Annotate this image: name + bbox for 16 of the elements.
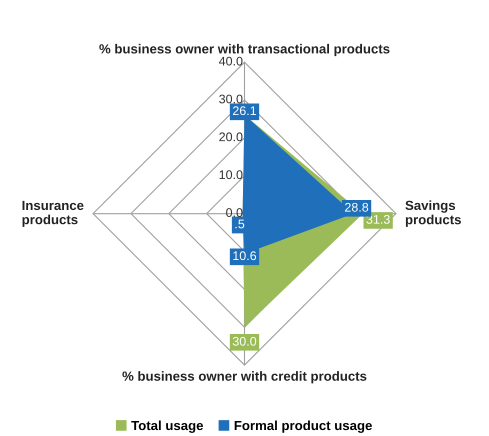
spoke-label: % business owner with transactional products: [99, 44, 390, 56]
data-label: 10.6: [233, 251, 256, 260]
y-tick-label: 30.0: [219, 94, 242, 104]
data-label: 26.1: [232, 106, 256, 116]
y-tick-label: 0.0: [226, 208, 242, 217]
legend-label: Total usage: [131, 420, 204, 433]
data-label: 30.0: [232, 336, 256, 346]
y-tick-label: 20.0: [219, 132, 242, 142]
data-label: .5: [236, 220, 244, 228]
y-tick-label: 10.0: [220, 170, 242, 180]
data-label: 28.8: [345, 202, 368, 212]
legend-label: Formal product usage: [234, 420, 372, 433]
y-tick-label: 40.0: [218, 56, 242, 66]
spoke-label: Savings products: [405, 200, 461, 227]
spoke-label: % business owner with credit products: [122, 371, 366, 384]
spoke-label: Insurance products: [22, 200, 84, 227]
